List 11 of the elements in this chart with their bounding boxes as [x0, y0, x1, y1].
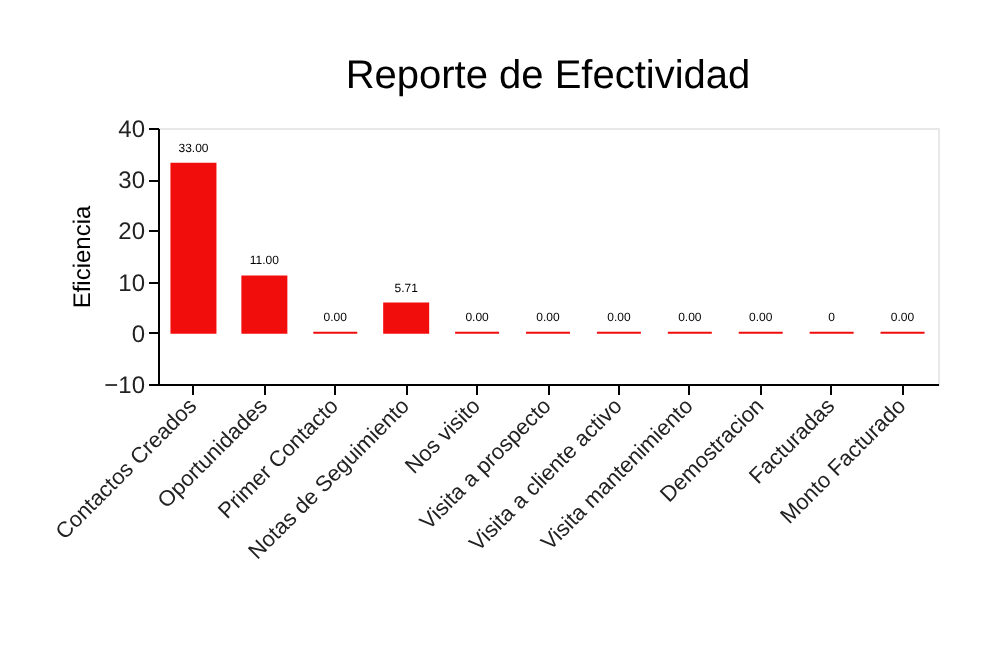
y-tick-label: 40 — [118, 115, 146, 143]
chart-title: Reporte de Efectividad — [345, 54, 751, 98]
y-tick-label: 0 — [131, 319, 146, 348]
y-tick-label: −10 — [104, 371, 146, 399]
bar — [170, 162, 217, 334]
bar — [241, 275, 288, 334]
bar — [383, 302, 430, 334]
y-axis-title: Eficiencia — [68, 204, 97, 309]
y-tick-label: 10 — [118, 268, 146, 297]
y-tick-label: 30 — [118, 166, 146, 195]
y-tick-label: 20 — [118, 217, 146, 246]
